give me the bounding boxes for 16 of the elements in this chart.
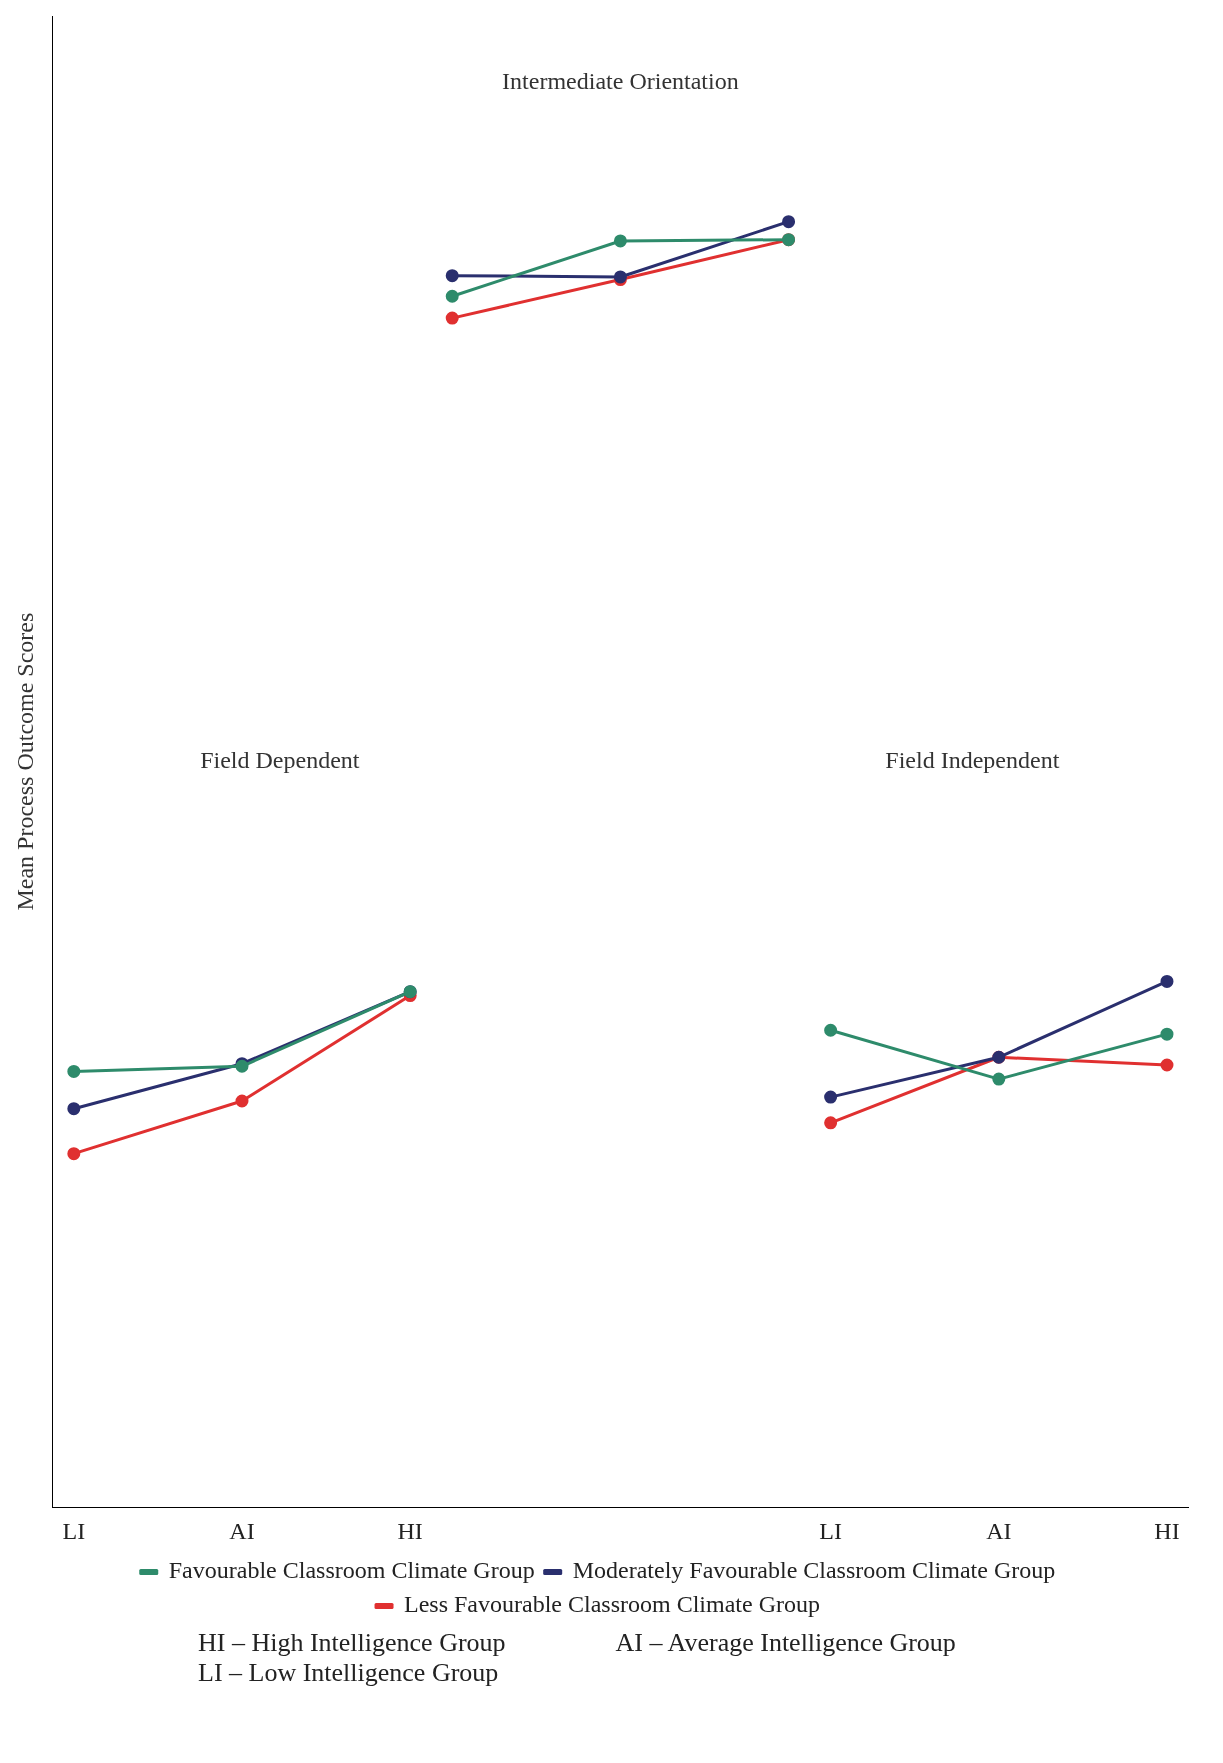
x-tick-label: HI: [397, 1517, 423, 1544]
annotation: Field Independent: [885, 746, 1060, 773]
x-tick-label: HI: [1154, 1517, 1180, 1544]
x-tick-label: AI: [986, 1517, 1012, 1544]
annotation: Field Dependent: [200, 746, 360, 773]
text: HI – High Intelligence Group: [198, 1628, 506, 1658]
legend-label: Less Favourable Classroom Climate Group: [404, 1591, 820, 1618]
x-tick-label: LI: [62, 1517, 86, 1544]
legend-label: Moderately Favourable Classroom Climate Group: [572, 1557, 1056, 1584]
legend-label: Favourable Classroom Climate Group: [168, 1557, 535, 1584]
text: AI – Average Intelligence Group: [615, 1628, 956, 1658]
x-tick-label: LI: [819, 1517, 842, 1544]
y-axis-title: Mean Process Outcome Scores: [11, 612, 38, 911]
x-tick-label: AI: [229, 1517, 255, 1544]
text: Intermediate Orientation: [502, 68, 739, 95]
text: LI – Low Intelligence Group: [198, 1658, 499, 1688]
